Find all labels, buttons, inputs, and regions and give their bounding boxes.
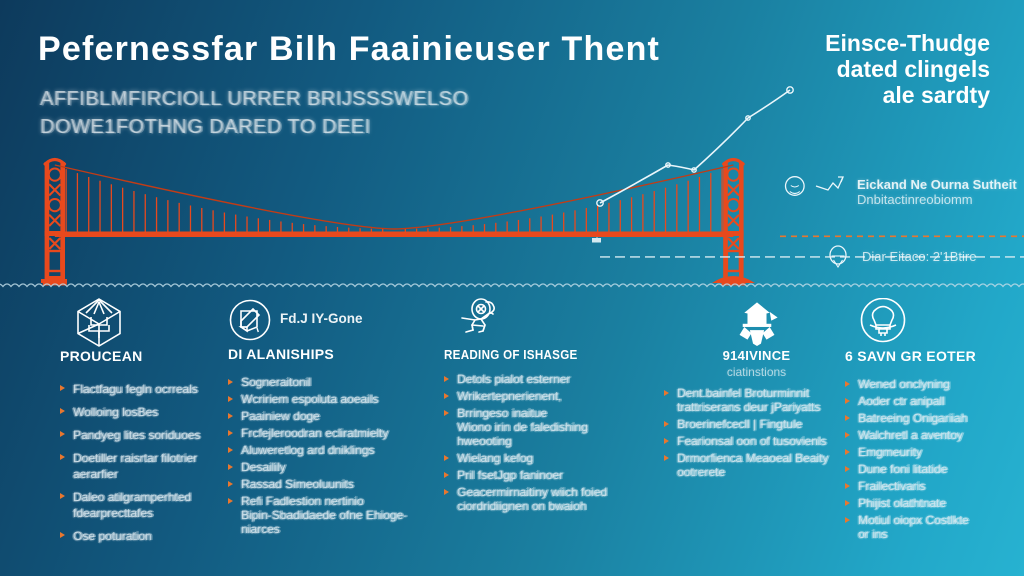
svg-text:Fd.J IY-Gone: Fd.J IY-Gone bbox=[280, 311, 363, 326]
